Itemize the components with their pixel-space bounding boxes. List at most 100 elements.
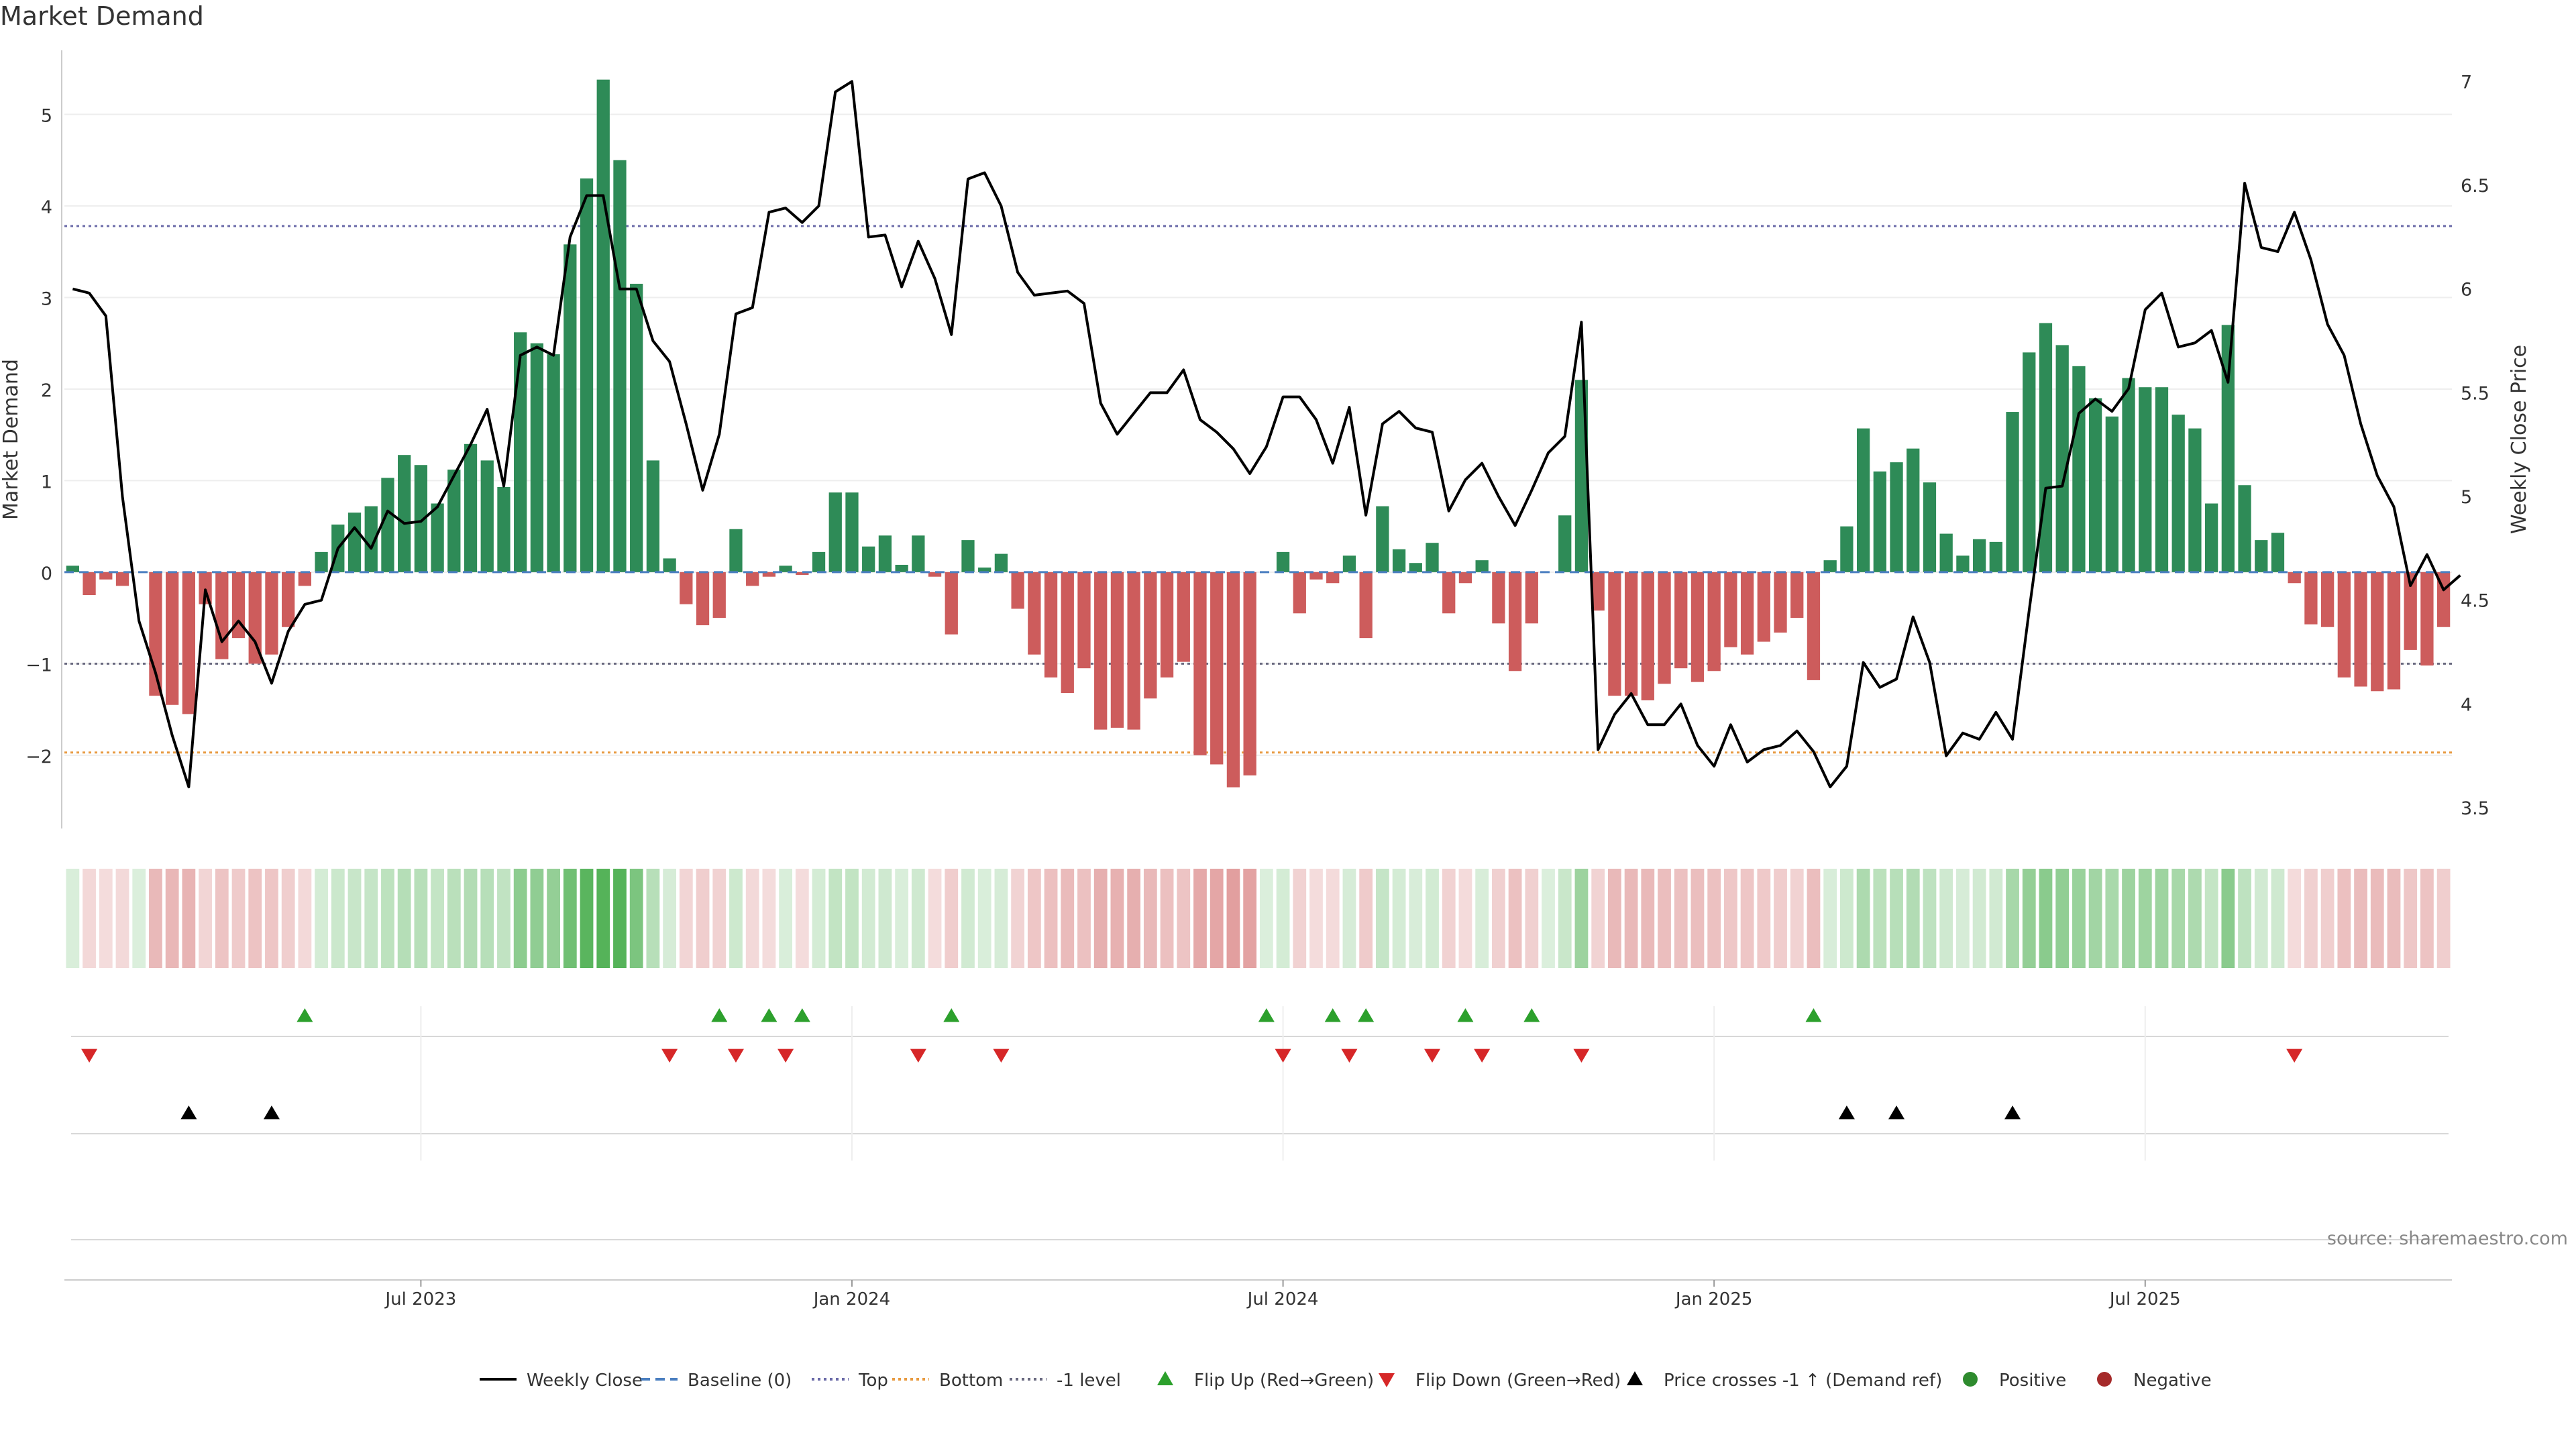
- demand-bar-positive: [2122, 378, 2135, 572]
- heat-cell: [2072, 869, 2086, 968]
- heat-cell: [2320, 869, 2334, 968]
- demand-bar-positive: [2155, 387, 2169, 572]
- heat-cell: [1923, 869, 1937, 968]
- demand-bar-negative: [2288, 572, 2301, 584]
- demand-bar-negative: [1658, 572, 1671, 684]
- x-tick-label: Jan 2024: [812, 1289, 891, 1309]
- heat-cell: [1475, 869, 1489, 968]
- heat-cell: [663, 869, 676, 968]
- demand-bar-positive: [2255, 540, 2268, 572]
- demand-bar-negative: [712, 572, 726, 619]
- legend-label: Negative: [2133, 1371, 2212, 1391]
- heat-cell: [2006, 869, 2019, 968]
- heat-cell: [2088, 869, 2102, 968]
- heat-cell: [2271, 869, 2285, 968]
- heat-cell: [729, 869, 743, 968]
- heat-cell: [1674, 869, 1688, 968]
- heat-cell: [464, 869, 478, 968]
- flip-down-marker: [1275, 1049, 1291, 1063]
- heat-cell: [2337, 869, 2351, 968]
- heat-cell: [248, 869, 262, 968]
- demand-bar-positive: [1376, 506, 1389, 572]
- heat-cell: [2354, 869, 2367, 968]
- demand-bar-negative: [248, 572, 262, 664]
- demand-bar-positive: [1426, 543, 1439, 572]
- demand-bar-positive: [646, 460, 660, 572]
- price-cross-marker: [1888, 1106, 1905, 1120]
- heat-cell: [2404, 869, 2418, 968]
- heat-cell: [580, 869, 594, 968]
- heat-cell: [2221, 869, 2235, 968]
- demand-bar-positive: [1972, 539, 1986, 572]
- demand-bar-positive: [2023, 352, 2036, 572]
- legend-item: Price crosses -1 ↑ (Demand ref): [1627, 1371, 1942, 1391]
- heat-cell: [315, 869, 328, 968]
- heat-cell: [961, 869, 975, 968]
- demand-bar-positive: [862, 546, 875, 572]
- weekly-close-line: [72, 80, 2461, 789]
- demand-bar-positive: [514, 332, 527, 572]
- demand-bar-negative: [1807, 572, 1821, 680]
- heat-cell: [1375, 869, 1389, 968]
- heat-cell: [2138, 869, 2152, 968]
- demand-bar-positive: [613, 160, 627, 572]
- demand-bar-positive: [431, 503, 444, 572]
- legend-label: Weekly Close: [527, 1371, 643, 1391]
- demand-bar-negative: [1160, 572, 1174, 678]
- demand-bar-negative: [2420, 572, 2434, 666]
- heat-cell: [878, 869, 892, 968]
- heat-cell: [149, 869, 162, 968]
- heat-cell: [364, 869, 378, 968]
- heat-cell: [265, 869, 278, 968]
- flip-up-marker: [943, 1008, 960, 1022]
- legend-swatch: [1157, 1371, 1173, 1385]
- demand-bar-positive: [2238, 485, 2251, 572]
- heat-cell: [795, 869, 809, 968]
- demand-bar-negative: [1774, 572, 1787, 633]
- flip-up-marker: [761, 1008, 777, 1022]
- x-tick-label: Jan 2025: [1674, 1289, 1753, 1309]
- heat-cell: [613, 869, 627, 968]
- heat-cell: [1840, 869, 1854, 968]
- y2-tick-label: 6.5: [2461, 176, 2489, 197]
- heat-cell: [513, 869, 527, 968]
- heat-cell: [431, 869, 444, 968]
- demand-bar-negative: [1707, 572, 1721, 672]
- heat-cell: [1177, 869, 1191, 968]
- demand-bar-negative: [1740, 572, 1754, 655]
- demand-bar-positive: [1907, 448, 1920, 572]
- heat-cell: [762, 869, 776, 968]
- heat-cell: [1392, 869, 1406, 968]
- heat-cell: [1326, 869, 1340, 968]
- y2-tick-label: 6: [2461, 280, 2472, 301]
- demand-bar-positive: [364, 506, 378, 572]
- price-cross-marker: [180, 1106, 197, 1120]
- demand-bar-negative: [1641, 572, 1654, 700]
- demand-bar-positive: [812, 551, 826, 572]
- heat-cell: [2238, 869, 2251, 968]
- flip-up-marker: [794, 1008, 810, 1022]
- y-tick-label: −2: [25, 747, 52, 767]
- heat-cell: [1243, 869, 1257, 968]
- heat-cell: [1426, 869, 1439, 968]
- legend-item: Top: [812, 1371, 888, 1391]
- flip-down-marker: [1424, 1049, 1441, 1063]
- legend-label: Flip Up (Red→Green): [1194, 1371, 1374, 1391]
- heat-cell: [1442, 869, 1456, 968]
- y-tick-label: 5: [41, 106, 52, 127]
- heat-cell: [1259, 869, 1273, 968]
- heat-cell: [480, 869, 494, 968]
- demand-bar-positive: [564, 244, 577, 572]
- heat-cell: [2188, 869, 2202, 968]
- y2-tick-label: 4: [2461, 694, 2472, 715]
- legend-label: Top: [858, 1371, 888, 1391]
- flip-down-marker: [2286, 1049, 2303, 1063]
- heat-cell: [1956, 869, 1970, 968]
- heat-cell: [828, 869, 843, 968]
- demand-bar-negative: [1591, 572, 1605, 611]
- demand-bar-negative: [182, 572, 196, 714]
- demand-bar-negative: [1044, 572, 1058, 678]
- heat-cell: [1607, 869, 1621, 968]
- heat-cell: [2387, 869, 2401, 968]
- heat-cell: [1458, 869, 1472, 968]
